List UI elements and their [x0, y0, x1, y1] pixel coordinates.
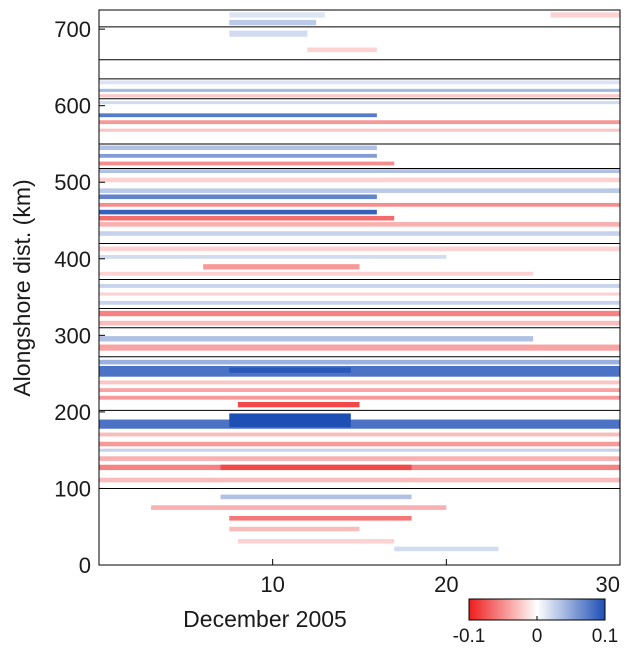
data-band	[307, 47, 377, 53]
y-axis: 0 100 200 300 400 500 600 700	[54, 17, 105, 578]
y-tick-label: 0	[79, 553, 91, 578]
data-band	[99, 101, 620, 105]
data-band	[550, 12, 620, 18]
data-band	[99, 202, 620, 207]
x-axis: 10 20 30	[260, 559, 621, 597]
data-bands	[99, 12, 620, 552]
data-band	[99, 395, 620, 400]
data-band	[99, 441, 620, 447]
data-band	[229, 516, 412, 521]
data-band	[99, 215, 395, 221]
data-band	[99, 284, 620, 288]
plot-frame	[98, 9, 621, 566]
data-band	[99, 310, 620, 317]
x-tick-label: 20	[434, 572, 458, 597]
y-tick-label: 700	[54, 17, 91, 42]
data-band	[99, 209, 377, 215]
data-band	[99, 128, 620, 132]
data-band	[99, 359, 620, 365]
data-band	[99, 336, 534, 342]
data-band	[99, 113, 377, 118]
data-band	[99, 448, 620, 452]
data-band	[99, 246, 620, 252]
data-band	[99, 80, 620, 85]
data-band	[203, 264, 360, 270]
data-band	[229, 12, 325, 18]
y-tick-label: 600	[54, 94, 91, 119]
data-band	[394, 546, 499, 552]
data-band	[99, 222, 620, 227]
data-band	[99, 380, 620, 385]
data-band	[99, 419, 620, 429]
plot-area	[98, 9, 621, 566]
data-band	[229, 367, 351, 373]
data-band	[99, 145, 377, 151]
data-band	[99, 456, 620, 461]
y-tick-label: 500	[54, 170, 91, 195]
data-band	[220, 464, 412, 471]
x-tick-label: 10	[260, 572, 284, 597]
data-band	[220, 494, 412, 500]
data-band	[99, 161, 395, 166]
data-band	[99, 432, 620, 437]
data-band	[99, 300, 620, 305]
colorbar: -0.1 0 0.1	[453, 598, 618, 647]
data-band	[99, 169, 620, 174]
data-band	[99, 177, 620, 183]
data-band	[99, 194, 377, 200]
data-band	[99, 271, 534, 276]
data-band	[99, 320, 620, 326]
colorbar-tick-label: 0	[532, 626, 543, 647]
data-band	[99, 94, 620, 98]
colorbar-ticks: -0.1 0 0.1	[453, 616, 618, 647]
y-tick-label: 400	[54, 247, 91, 272]
data-band	[237, 538, 395, 544]
data-band	[229, 30, 308, 37]
data-band	[99, 188, 620, 193]
data-band	[99, 365, 620, 377]
segment-boundaries	[99, 26, 620, 489]
y-axis-title: Alongshore dist. (km)	[9, 179, 35, 396]
data-band	[99, 120, 620, 125]
data-band	[99, 344, 620, 351]
data-band	[99, 477, 620, 483]
x-axis-title: December 2005	[183, 606, 347, 632]
data-band	[229, 19, 317, 26]
data-band	[229, 413, 351, 428]
colorbar-tick-label: -0.1	[453, 626, 486, 647]
data-band	[151, 505, 447, 510]
data-band	[99, 254, 447, 259]
data-band	[99, 388, 620, 392]
y-tick-label: 100	[54, 476, 91, 501]
y-tick-label: 300	[54, 323, 91, 348]
y-tick-label: 200	[54, 400, 91, 425]
data-band	[99, 153, 377, 158]
data-band	[99, 231, 620, 236]
data-band	[99, 292, 620, 296]
data-band	[229, 526, 360, 532]
data-band	[237, 401, 360, 408]
x-tick-label: 30	[596, 572, 620, 597]
data-band	[99, 88, 620, 92]
colorbar-tick-label: 0.1	[592, 626, 618, 647]
